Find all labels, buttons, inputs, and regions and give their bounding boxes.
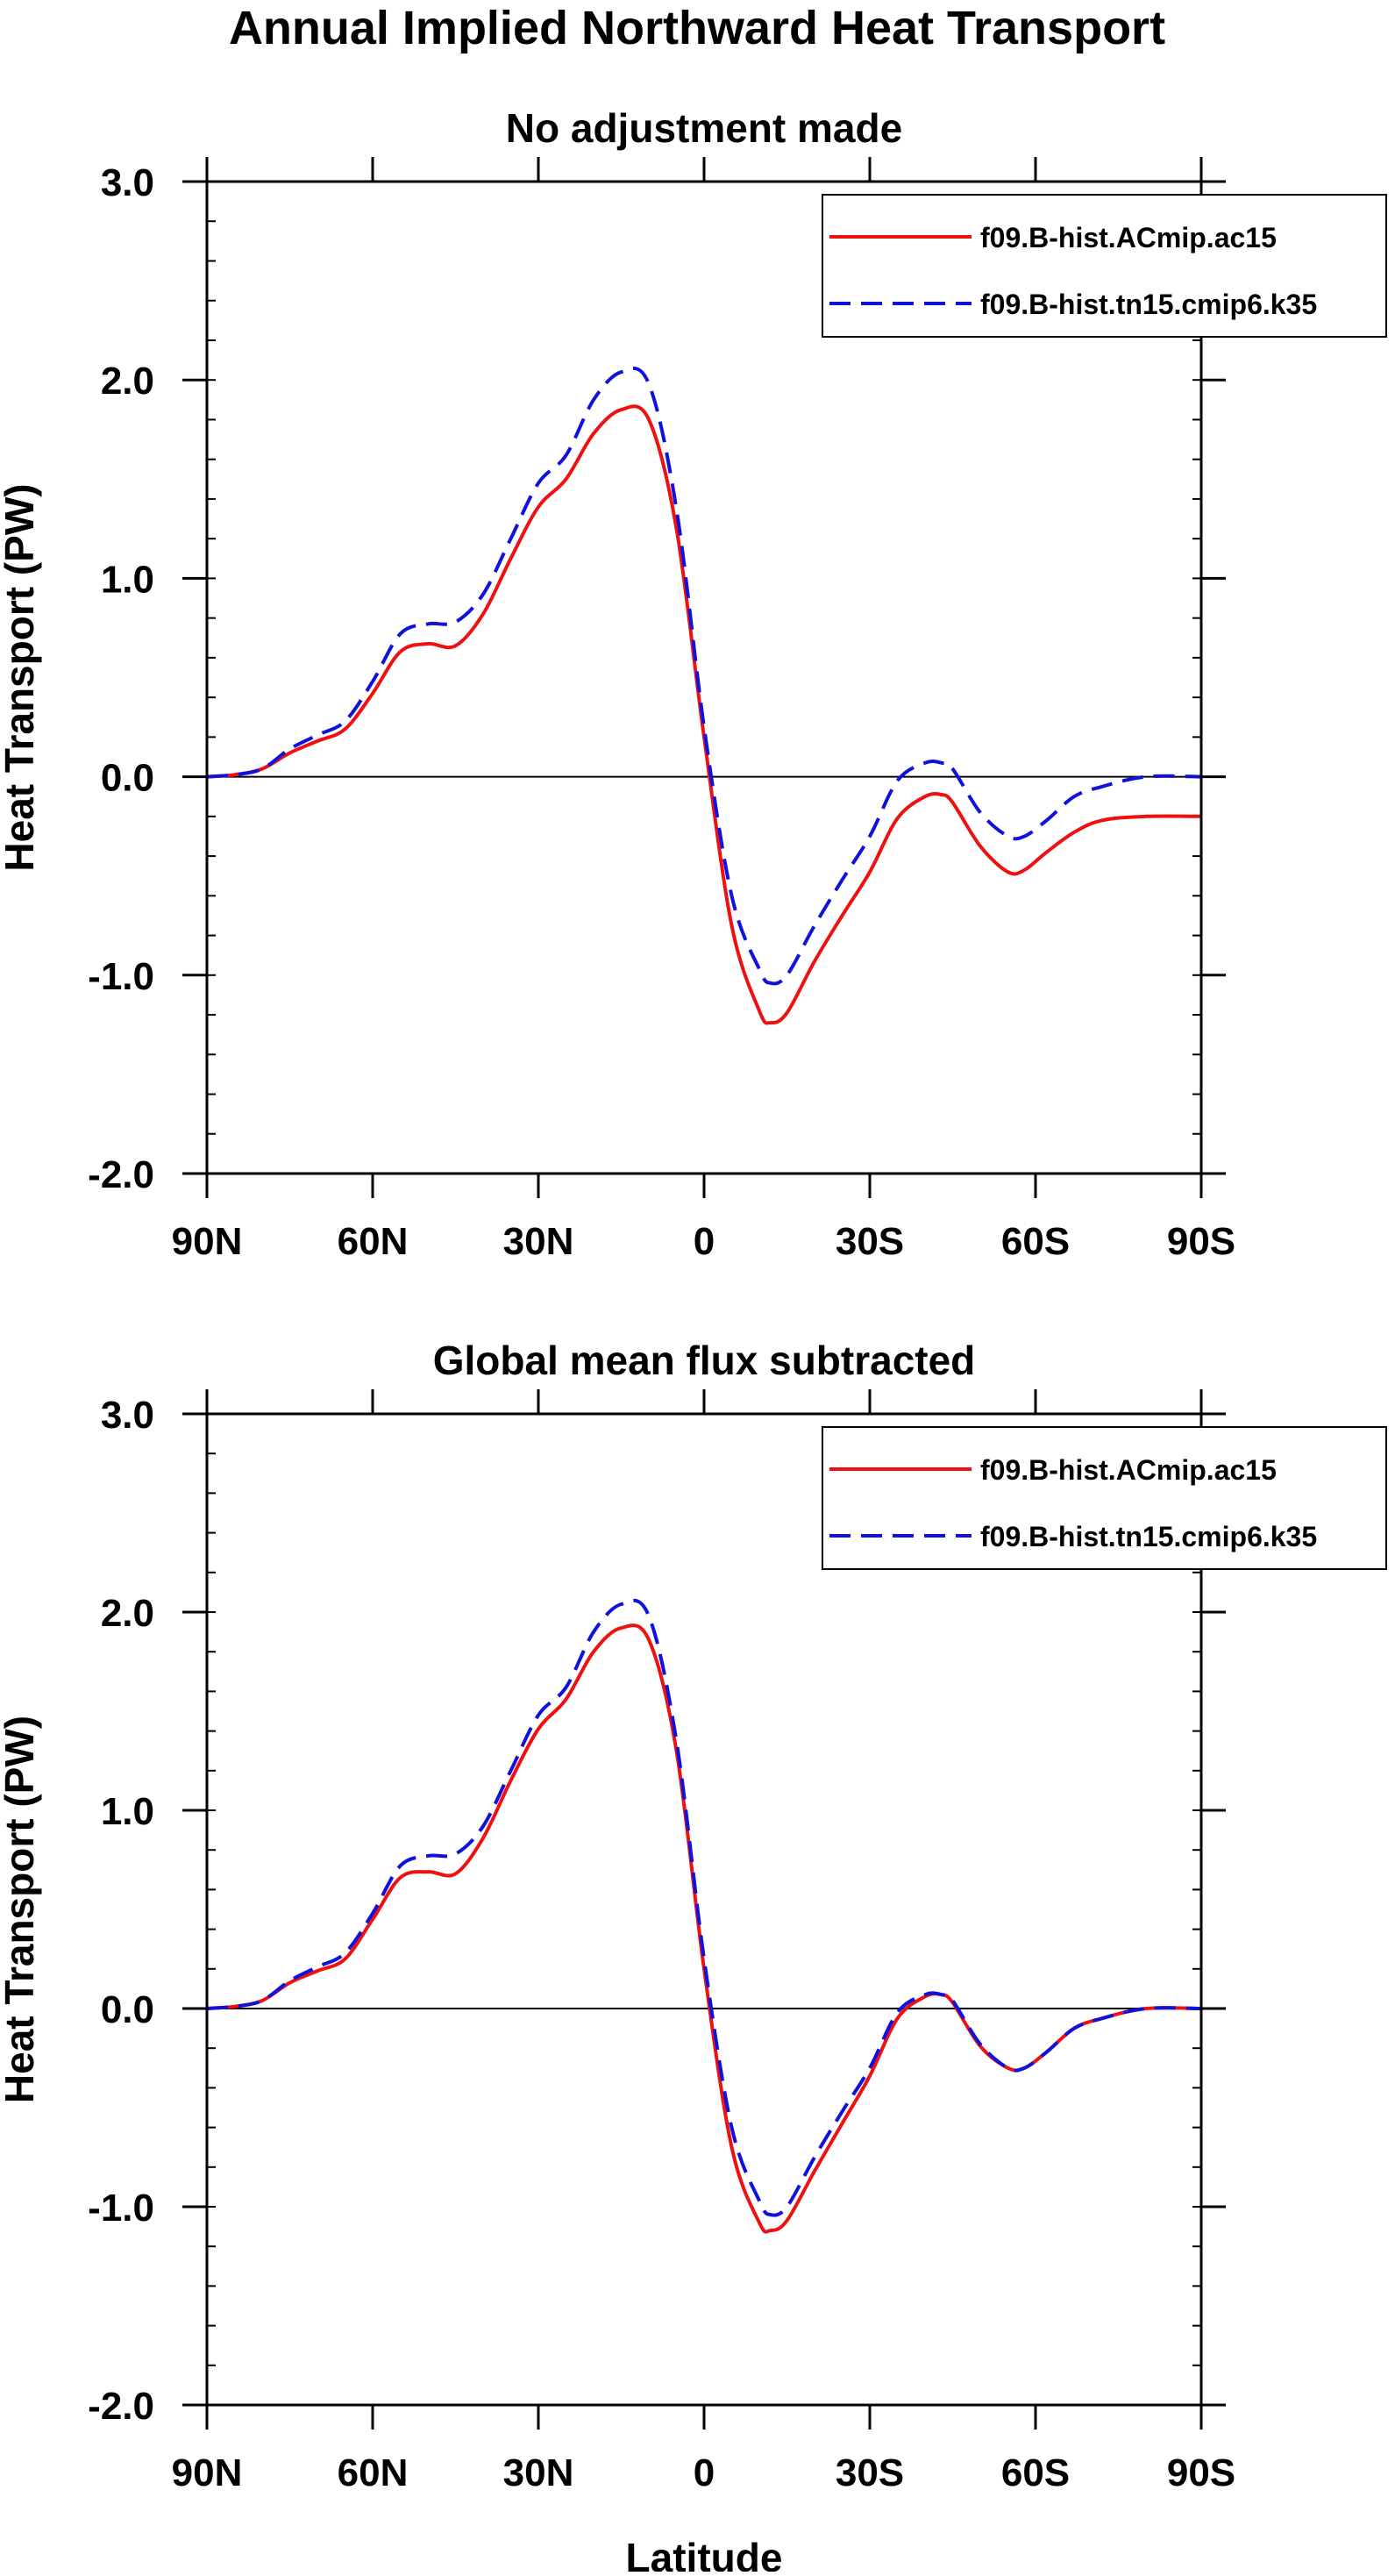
plot-frame xyxy=(205,180,1203,1175)
y-tick-label: 3.0 xyxy=(101,161,154,204)
x-tick-label: 30N xyxy=(503,2451,574,2494)
x-tick-label: 0 xyxy=(694,1220,715,1263)
legend-label: f09.B-hist.ACmip.ac15 xyxy=(980,222,1277,253)
legend-box xyxy=(822,1426,1387,1570)
y-tick-label: 1.0 xyxy=(101,1790,154,1833)
x-tick-label: 90N xyxy=(172,2451,243,2494)
legend-label: f09.B-hist.ACmip.ac15 xyxy=(980,1454,1277,1486)
x-tick-label: 90N xyxy=(172,1220,243,1263)
x-tick-label: 0 xyxy=(694,2451,715,2494)
x-tick-label: 60N xyxy=(338,2451,409,2494)
x-axis-label: Latitude xyxy=(626,2535,783,2572)
x-tick-label: 30S xyxy=(836,1220,904,1263)
panel-title: Global mean flux subtracted xyxy=(433,1338,976,1383)
plot-frame xyxy=(205,1412,1203,2407)
panel-bottom: Global mean flux subtracted Heat Transpor… xyxy=(0,1338,1387,2494)
y-axis-label: Heat Transport (PW) xyxy=(0,483,42,871)
y-tick-label: -2.0 xyxy=(88,2385,154,2428)
x-tick-label: 60S xyxy=(1001,2451,1070,2494)
y-tick-label: -1.0 xyxy=(88,955,154,998)
panel-title: No adjustment made xyxy=(506,105,902,151)
x-tick-label: 60S xyxy=(1001,1220,1070,1263)
legend-box xyxy=(822,194,1387,338)
y-tick-label: 1.0 xyxy=(101,558,154,601)
legend: f09.B-hist.ACmip.ac15 f09.B-hist.tn15.cmi… xyxy=(822,194,1387,338)
legend-label: f09.B-hist.tn15.cmip6.k35 xyxy=(980,289,1317,320)
legend-label: f09.B-hist.tn15.cmip6.k35 xyxy=(980,1521,1317,1552)
y-tick-label: -1.0 xyxy=(88,2187,154,2230)
y-tick-label: 0.0 xyxy=(101,1988,154,2031)
y-tick-label: 2.0 xyxy=(101,1592,154,1635)
panel-top: No adjustment made Heat Transport (PW) 3.0… xyxy=(0,105,1387,1263)
x-tick-label: 30N xyxy=(503,1220,574,1263)
legend: f09.B-hist.ACmip.ac15 f09.B-hist.tn15.cmi… xyxy=(822,1426,1387,1570)
main-title: Annual Implied Northward Heat Transport xyxy=(229,2,1165,54)
y-tick-label: 3.0 xyxy=(101,1394,154,1437)
y-tick-label: 2.0 xyxy=(101,360,154,403)
x-tick-label: 90S xyxy=(1167,1220,1235,1263)
series-line-ac15 xyxy=(206,1623,1202,2234)
x-tick-label: 30S xyxy=(836,2451,904,2494)
y-tick-label: -2.0 xyxy=(88,1153,154,1196)
series-line-k35 xyxy=(206,367,1202,986)
y-tick-label: 0.0 xyxy=(101,757,154,800)
series-line-ac15 xyxy=(206,404,1202,1025)
x-tick-label: 90S xyxy=(1167,2451,1235,2494)
x-tick-label: 60N xyxy=(338,1220,409,1263)
y-axis-label: Heat Transport (PW) xyxy=(0,1716,42,2103)
series-line-k35 xyxy=(206,1598,1202,2217)
